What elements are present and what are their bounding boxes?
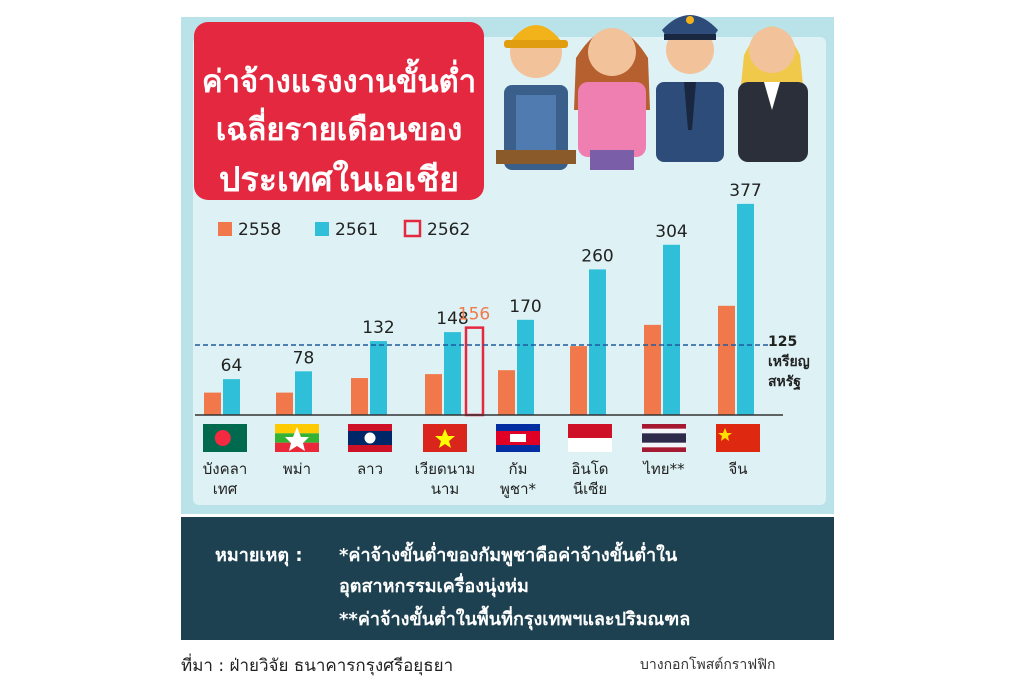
bar-2561 [370, 341, 387, 415]
country-name-line-2: พูชา* [500, 480, 536, 498]
value-label: 132 [362, 318, 394, 338]
bars-group [204, 203, 754, 417]
bar-2558 [570, 346, 587, 415]
thailand-flag [642, 424, 686, 452]
bar-2558 [718, 305, 735, 415]
legend: 2558 2561 2562 [218, 219, 470, 240]
note-line-1: *ค่าจ้างขั้นต่ำของกัมพูชาคือค่าจ้างขั้นต… [339, 545, 678, 566]
bar-2561 [295, 371, 312, 415]
bar-2558 [498, 370, 515, 415]
bar-2558 [276, 392, 293, 415]
country-name-line-1: ไทย** [642, 460, 685, 478]
bar-2561 [517, 319, 534, 415]
source-text: ที่มา : ฝ่ายวิจัย ธนาคารกรุงศรีอยุธยา [181, 656, 454, 676]
country-name-line-1: บังคลา [203, 460, 248, 478]
notes-label: หมายเหตุ : [215, 545, 303, 566]
cambodia-flag [496, 424, 540, 452]
value-label: 260 [581, 246, 613, 266]
value-label: 148 [436, 309, 468, 329]
value-label: 64 [221, 356, 243, 376]
reference-unit-line-1: เหรียญ [768, 354, 810, 370]
country-name-line-2: นาม [431, 480, 460, 498]
bar-2561 [444, 332, 461, 415]
country-name-line-1: อินโด [571, 460, 608, 478]
myanmar-flag [275, 424, 319, 452]
legend-label-2558: 2558 [238, 220, 281, 240]
title-line-3: ประเทศในเอเชีย [218, 160, 460, 200]
legend-label-2562: 2562 [427, 220, 470, 240]
title-line-1: ค่าจ้างแรงงานขั้นต่ำ [201, 64, 477, 100]
laos-flag [348, 424, 392, 452]
indonesia-flag [568, 424, 612, 452]
reference-value: 125 [768, 334, 797, 350]
note-line-3: **ค่าจ้างขั้นต่ำในพื้นที่กรุงเทพฯและปริม… [339, 609, 691, 630]
bar-2561 [737, 203, 754, 415]
title-line-2: เฉลี่ยรายเดือนของ [215, 112, 463, 148]
value-label: 170 [509, 297, 541, 317]
value-label: 304 [655, 222, 687, 242]
value-label: 377 [729, 181, 761, 201]
reference-unit-line-2: สหรัฐ [768, 374, 801, 391]
bar-2562 [464, 326, 485, 417]
country-name-line-1: กัม [509, 460, 528, 478]
flags-row [203, 424, 760, 452]
bar-2558 [425, 374, 442, 415]
country-name-line-1: เวียดนาม [415, 460, 476, 478]
country-name-line-2: เทศ [213, 480, 238, 498]
country-name-line-1: พม่า [283, 460, 311, 478]
bar-2558 [351, 378, 368, 415]
bar-2561 [589, 269, 606, 415]
value-label: 78 [293, 348, 315, 368]
country-name-line-1: ลาว [357, 460, 383, 478]
notes-panel: หมายเหตุ : *ค่าจ้างขั้นต่ำของกัมพูชาคือค… [181, 517, 834, 640]
china-flag [716, 424, 760, 452]
bar-2558 [644, 324, 661, 415]
bangladesh-flag [203, 424, 247, 452]
country-name-line-2: นีเซีย [573, 480, 607, 498]
legend-swatch-2558 [218, 222, 232, 236]
country-name-line-1: จีน [728, 460, 747, 478]
legend-label-2561: 2561 [335, 220, 378, 240]
bar-2561 [663, 244, 680, 415]
title-box: ค่าจ้างแรงงานขั้นต่ำ เฉลี่ยรายเดือนของ ป… [194, 22, 484, 200]
vietnam-flag [423, 424, 467, 452]
highlight-value-label: 156 [458, 305, 490, 325]
note-line-2: อุตสาหกรรมเครื่องนุ่งห่ม [339, 576, 529, 597]
bar-2561 [223, 379, 240, 415]
legend-swatch-2562 [403, 219, 422, 238]
bar-2558 [204, 392, 221, 415]
legend-swatch-2561 [315, 222, 329, 236]
credit-text: บางกอกโพสต์กราฟฟิก [640, 657, 776, 673]
